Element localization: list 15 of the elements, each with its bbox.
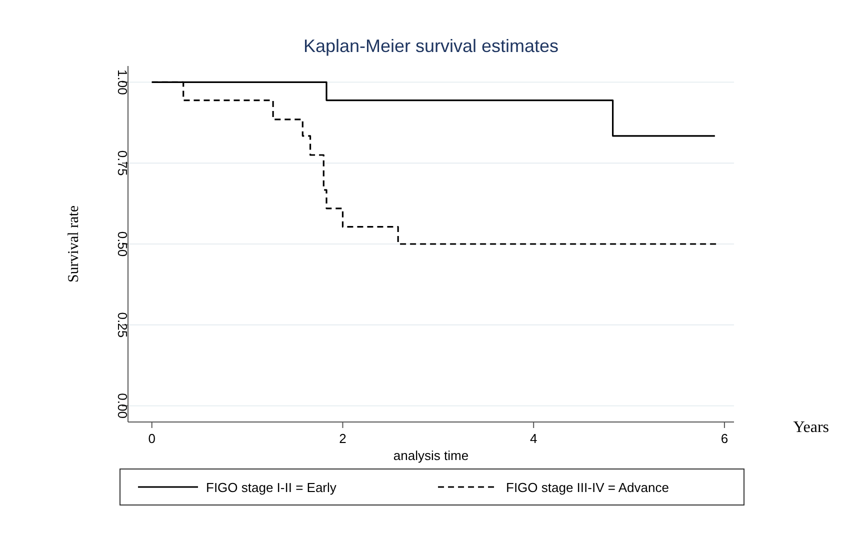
chart-title: Kaplan-Meier survival estimates [303,36,559,56]
x-tick-label: 2 [339,431,346,446]
y-tick-label: 1.00 [115,70,130,95]
legend-label: FIGO stage I-II = Early [206,480,337,495]
x-tick-label: 6 [720,431,728,446]
y-axis-title: Survival rate [66,205,82,283]
y-tick-label: 0.50 [115,231,130,257]
legend-label: FIGO stage III-IV = Advance [506,480,669,495]
x-tick-label: 0 [148,431,156,446]
y-tick-label: 0.75 [115,150,130,176]
y-tick-label: 0.00 [115,393,130,418]
y-tick-label: 0.25 [115,312,130,338]
x-axis-title: analysis time [393,448,469,463]
text: Years [793,419,829,436]
x-tick-label: 4 [530,431,538,446]
